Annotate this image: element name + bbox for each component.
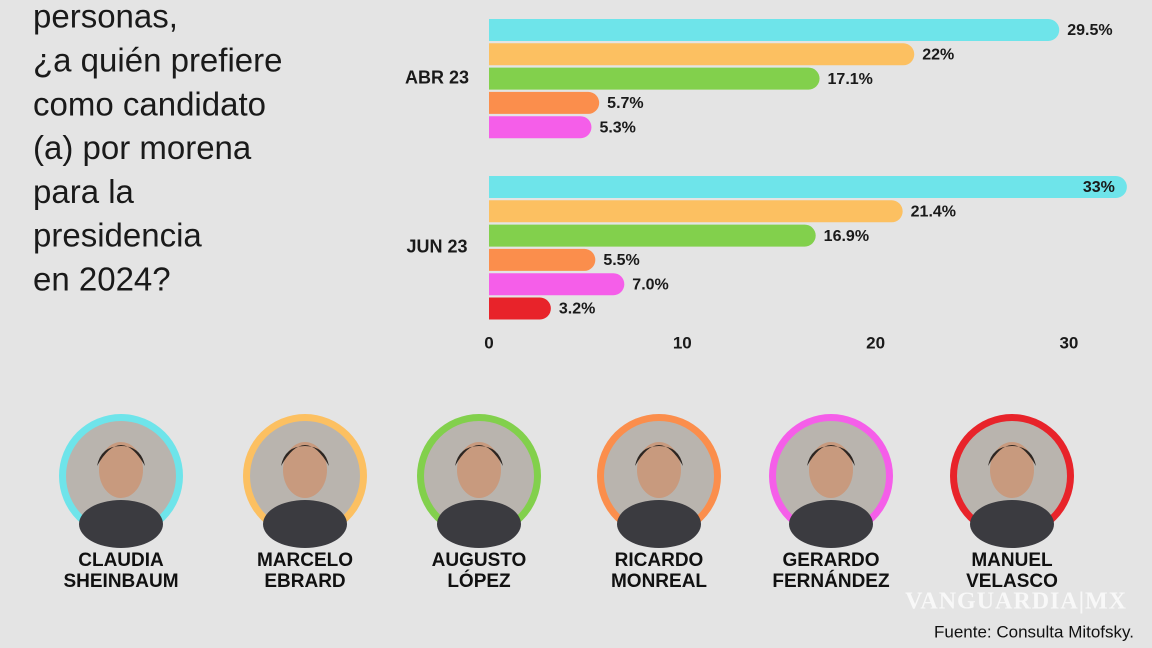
legend-label: CLAUDIA SHEINBAUM — [63, 550, 178, 592]
bar — [489, 297, 551, 320]
photo-head — [637, 442, 681, 498]
bar — [489, 224, 816, 247]
value-label: 17.1% — [828, 71, 873, 88]
x-tick-label: 20 — [866, 333, 885, 352]
value-label: 22% — [922, 47, 954, 64]
value-label: 5.7% — [607, 95, 643, 112]
legend-label: MANUEL VELASCO — [966, 550, 1058, 592]
x-tick-label: 30 — [1059, 333, 1078, 352]
legend-label: GERARDO FERNÁNDEZ — [772, 550, 890, 592]
bar — [489, 273, 625, 296]
bar — [489, 19, 1060, 41]
bar — [489, 176, 1127, 198]
value-label: 5.5% — [603, 252, 639, 269]
question-line: ¿a quién prefiere — [33, 42, 282, 79]
question-line: personas, — [33, 0, 178, 35]
legend-label-line: MONREAL — [611, 571, 707, 592]
category-label: JUN 23 — [406, 237, 467, 257]
legend-label-line: VELASCO — [966, 571, 1058, 592]
bar — [489, 67, 820, 90]
value-label: 3.2% — [559, 301, 595, 318]
photo-head — [990, 442, 1034, 498]
legend-label-line: FERNÁNDEZ — [772, 570, 890, 592]
bar — [489, 248, 596, 271]
value-label: 33% — [1083, 179, 1115, 196]
bar — [489, 200, 903, 223]
legend-label-line: RICARDO — [615, 550, 704, 571]
source: Fuente: Consulta Mitofsky. — [934, 622, 1134, 641]
legend-label-line: MARCELO — [257, 550, 353, 571]
value-label: 5.3% — [599, 119, 635, 136]
x-tick-label: 0 — [484, 333, 493, 352]
photo-body — [263, 500, 347, 548]
photo-hair — [97, 445, 145, 466]
bar — [489, 43, 915, 66]
legend-item: RICARDO MONREAL — [597, 414, 721, 592]
legend-label-line: EBRARD — [264, 571, 345, 592]
question-line: en 2024? — [33, 261, 171, 298]
photo-head — [99, 442, 143, 498]
photo-hair — [988, 445, 1036, 466]
photo-hair — [635, 445, 683, 466]
question: personas, ¿a quién prefiere como candidato… — [33, 0, 282, 298]
photo-body — [617, 500, 701, 548]
photo-hair — [281, 445, 329, 466]
legend-label-line: CLAUDIA — [78, 550, 164, 571]
photo-head — [457, 442, 501, 498]
photo-body — [437, 500, 521, 548]
legend-label-line: GERARDO — [782, 550, 879, 571]
legend-item: GERARDO FERNÁNDEZ — [769, 414, 893, 592]
photo-head — [809, 442, 853, 498]
legend-item: MANUEL VELASCO — [950, 414, 1074, 592]
legend-label: RICARDO MONREAL — [611, 550, 707, 592]
photo-hair — [807, 445, 855, 466]
x-tick-label: 10 — [673, 333, 692, 352]
category-label: ABR 23 — [405, 67, 469, 87]
legend-label-line: SHEINBAUM — [63, 571, 178, 592]
legend-label: MARCELO EBRARD — [257, 550, 353, 592]
legend-item: CLAUDIA SHEINBAUM — [59, 414, 183, 592]
watermark: VANGUARDIA|MX — [905, 589, 1127, 615]
bar — [489, 116, 592, 139]
question-line: para la — [33, 173, 135, 210]
photo-head — [283, 442, 327, 498]
photo-body — [79, 500, 163, 548]
photo-body — [970, 500, 1054, 548]
legend-label-line: AUGUSTO — [432, 550, 527, 571]
legend-label-line: MANUEL — [971, 550, 1053, 571]
legend-item: MARCELO EBRARD — [243, 414, 367, 592]
question-line: presidencia — [33, 217, 202, 254]
question-line: (a) por morena — [33, 129, 252, 166]
value-label: 29.5% — [1067, 22, 1112, 39]
photo-body — [789, 500, 873, 548]
photo-hair — [455, 445, 503, 466]
question-line: como candidato — [33, 85, 266, 122]
value-label: 7.0% — [632, 276, 668, 293]
legend-label: AUGUSTO LÓPEZ — [432, 550, 527, 592]
legend-item: AUGUSTO LÓPEZ — [417, 414, 541, 592]
value-label: 16.9% — [824, 228, 869, 245]
legend-label-line: LÓPEZ — [447, 570, 511, 592]
value-label: 21.4% — [911, 204, 956, 221]
bar — [489, 91, 600, 114]
